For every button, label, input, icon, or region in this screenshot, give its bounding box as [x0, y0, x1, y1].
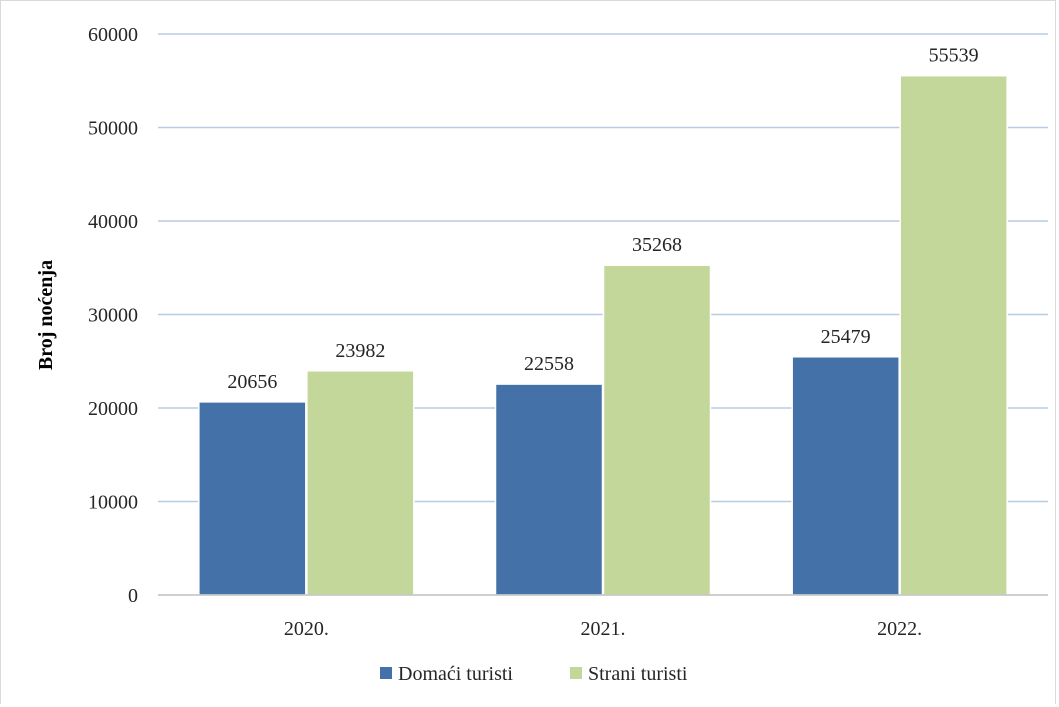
y-tick-label: 20000	[88, 398, 138, 420]
data-label: 23982	[335, 340, 385, 362]
x-tick-label: 2021.	[581, 618, 626, 640]
bar-foreign-1	[602, 264, 712, 596]
y-tick-label: 40000	[88, 211, 138, 233]
bar-foreign-2	[899, 74, 1008, 596]
y-tick-label: 0	[128, 585, 138, 607]
data-label: 22558	[524, 353, 574, 375]
x-axis: 2020. 2021. 2022.	[158, 594, 1048, 640]
y-axis: 0 10000 20000 30000 40000 50000 60000	[88, 24, 138, 607]
x-tick-label: 2020.	[284, 618, 329, 640]
data-label: 55539	[929, 45, 979, 67]
legend-label: Domaći turisti	[398, 663, 513, 685]
y-tick-label: 50000	[88, 118, 138, 140]
legend-swatch	[380, 667, 392, 679]
data-label: 20656	[227, 371, 277, 393]
x-tick-label: 2022.	[877, 618, 922, 640]
legend-label: Strani turisti	[588, 663, 688, 685]
bars	[198, 74, 1008, 596]
legend: Domaći turisti Strani turisti	[380, 663, 688, 685]
data-label: 25479	[821, 326, 871, 348]
legend-swatch	[570, 667, 582, 679]
y-tick-label: 10000	[88, 492, 138, 514]
y-tick-label: 60000	[88, 24, 138, 46]
data-labels: 20656 23982 22558 35268 25479 55539	[227, 45, 978, 393]
data-label: 35268	[632, 234, 682, 256]
bar-foreign-0	[306, 370, 415, 596]
y-tick-label: 30000	[88, 305, 138, 327]
y-axis-title: Broj noćenja	[35, 260, 57, 370]
bar-domestic-0	[198, 401, 307, 596]
bar-domestic-1	[494, 383, 604, 596]
bar-domestic-2	[791, 356, 900, 596]
